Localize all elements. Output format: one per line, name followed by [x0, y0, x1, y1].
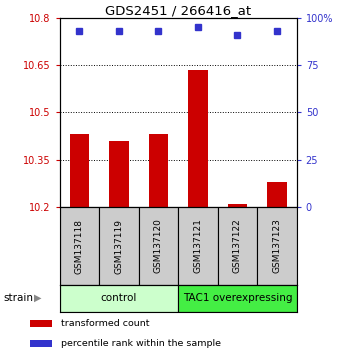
Bar	[149, 135, 168, 207]
Bar	[267, 182, 287, 207]
Text: GSM137123: GSM137123	[272, 218, 281, 274]
Title: GDS2451 / 266416_at: GDS2451 / 266416_at	[105, 4, 251, 17]
Text: GSM137122: GSM137122	[233, 219, 242, 273]
Bar	[218, 207, 257, 285]
Text: percentile rank within the sample: percentile rank within the sample	[61, 339, 221, 348]
Text: GSM137120: GSM137120	[154, 218, 163, 274]
Bar	[60, 285, 178, 312]
Text: TAC1 overexpressing: TAC1 overexpressing	[183, 293, 292, 303]
Bar	[257, 207, 297, 285]
Bar	[188, 70, 208, 207]
Text: GSM137121: GSM137121	[193, 218, 203, 274]
Bar	[139, 207, 178, 285]
Text: GSM137119: GSM137119	[115, 218, 123, 274]
Text: control: control	[101, 293, 137, 303]
Bar	[70, 135, 89, 207]
Bar	[109, 141, 129, 207]
Bar	[99, 207, 139, 285]
Bar	[60, 207, 99, 285]
Bar	[178, 285, 297, 312]
Text: strain: strain	[3, 293, 33, 303]
Text: ▶: ▶	[34, 293, 42, 303]
Bar	[178, 207, 218, 285]
Bar	[30, 320, 51, 327]
Text: transformed count: transformed count	[61, 319, 149, 328]
Bar	[227, 204, 247, 207]
Text: GSM137118: GSM137118	[75, 218, 84, 274]
Bar	[30, 339, 51, 347]
